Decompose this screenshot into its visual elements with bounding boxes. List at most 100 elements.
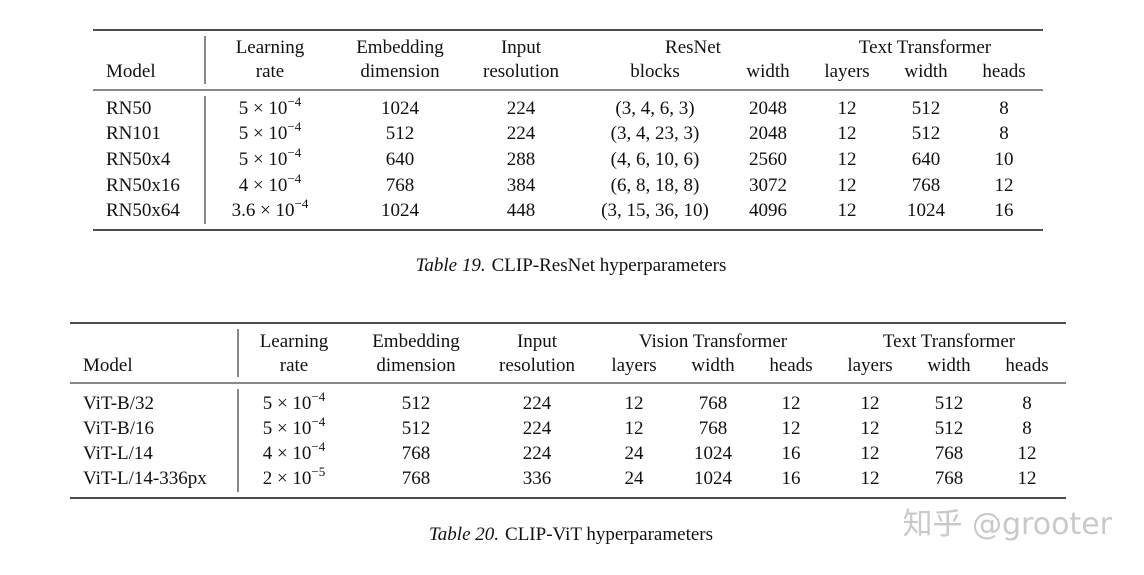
column-header: layers: [847, 355, 892, 376]
column-header: Model: [83, 355, 133, 376]
caption-text: CLIP-ResNet hyperparameters: [492, 255, 727, 276]
column-header: width: [927, 355, 971, 376]
cell: 12: [838, 149, 857, 170]
exponent: −4: [311, 439, 325, 454]
column-header: blocks: [630, 61, 680, 82]
column-header: Model: [106, 61, 156, 82]
cell: 224: [523, 393, 552, 414]
cell: 768: [912, 175, 941, 196]
learning-rate: 2 × 10−5: [263, 464, 326, 489]
cell: (4, 6, 10, 6): [611, 149, 700, 170]
column-header: rate: [280, 355, 308, 376]
cell: ViT-L/14-336px: [83, 468, 207, 489]
column-header: width: [904, 61, 948, 82]
cell: 12: [782, 418, 801, 439]
column-header: width: [691, 355, 735, 376]
cell: 768: [699, 393, 728, 414]
base: 5 × 10: [239, 149, 288, 170]
cell: 336: [523, 468, 552, 489]
cell: 12: [861, 443, 880, 464]
cell: 12: [1018, 468, 1037, 489]
base: 5 × 10: [239, 98, 288, 119]
cell: 12: [861, 468, 880, 489]
cell: 768: [935, 468, 964, 489]
learning-rate: 5 × 10−4: [263, 414, 326, 439]
caption: Table 20. CLIP-ViT hyperparameters: [429, 524, 713, 545]
exponent: −4: [287, 145, 301, 160]
cell: 3072: [749, 175, 787, 196]
cell: 512: [386, 123, 415, 144]
cell: 12: [1018, 443, 1037, 464]
caption: Table 19. CLIP-ResNet hyperparameters: [416, 255, 727, 276]
cell: 24: [625, 468, 645, 489]
cell: 8: [999, 98, 1009, 119]
caption-label: Table 20.: [429, 524, 499, 545]
cell: 12: [838, 175, 857, 196]
cell: 2048: [749, 98, 787, 119]
cell: 768: [699, 418, 728, 439]
column-header: Learning: [236, 37, 305, 58]
cell: 12: [625, 418, 644, 439]
group-header: Vision Transformer: [639, 331, 788, 352]
base: 4 × 10: [263, 443, 312, 464]
cell: 8: [1022, 393, 1032, 414]
cell: 768: [386, 175, 415, 196]
exponent: −4: [311, 414, 325, 429]
cell: RN50x4: [106, 149, 171, 170]
cell: 512: [402, 393, 431, 414]
column-header: Input: [517, 331, 558, 352]
cell: 24: [625, 443, 645, 464]
column-header: Embedding: [372, 331, 460, 352]
learning-rate: 3.6 × 10−4: [232, 196, 309, 221]
column-header: Embedding: [356, 37, 444, 58]
caption-text: CLIP-ViT hyperparameters: [505, 524, 713, 545]
exponent: −4: [287, 94, 301, 109]
cell: 12: [838, 98, 857, 119]
cell: 2048: [749, 123, 787, 144]
caption-label: Table 19.: [416, 255, 486, 276]
cell: 640: [386, 149, 415, 170]
cell: (3, 4, 23, 3): [611, 123, 700, 144]
cell: 1024: [694, 443, 733, 464]
learning-rate: 4 × 10−4: [239, 171, 302, 196]
group-header: Text Transformer: [859, 37, 992, 58]
exponent: −5: [311, 464, 325, 479]
cell: RN50x16: [106, 175, 180, 196]
cell: 512: [912, 98, 941, 119]
table: ResNet Text Transformer Model Learning rate E…: [93, 29, 1043, 276]
cell: 448: [507, 200, 536, 221]
exponent: −4: [295, 196, 309, 211]
cell: 12: [861, 393, 880, 414]
column-header: dimension: [360, 61, 440, 82]
cell: 384: [507, 175, 536, 196]
cell: 224: [523, 443, 552, 464]
exponent: −4: [287, 171, 301, 186]
base: 5 × 10: [263, 393, 312, 414]
table: Vision Transformer Text Transformer Model L…: [70, 322, 1066, 545]
cell: 288: [507, 149, 536, 170]
column-header: Input: [501, 37, 542, 58]
learning-rate: 4 × 10−4: [263, 439, 326, 464]
cell: 1024: [381, 98, 420, 119]
base: 2 × 10: [263, 468, 312, 489]
cell: 768: [935, 443, 964, 464]
cell: 12: [838, 123, 857, 144]
watermark: 知乎 @grooter: [902, 507, 1112, 542]
learning-rate: 5 × 10−4: [239, 94, 302, 119]
cell: 224: [507, 98, 536, 119]
base: 4 × 10: [239, 175, 288, 196]
column-header: layers: [824, 61, 869, 82]
cell: 640: [912, 149, 941, 170]
column-header: resolution: [483, 61, 559, 82]
column-header: rate: [256, 61, 284, 82]
cell: 16: [782, 443, 801, 464]
cell: 12: [625, 393, 644, 414]
cell: (3, 15, 36, 10): [601, 200, 709, 221]
column-header: width: [746, 61, 790, 82]
cell: 512: [935, 393, 964, 414]
learning-rate: 5 × 10−4: [239, 145, 302, 170]
cell: RN50: [106, 98, 151, 119]
learning-rate: 5 × 10−4: [263, 389, 326, 414]
column-header: Learning: [260, 331, 329, 352]
